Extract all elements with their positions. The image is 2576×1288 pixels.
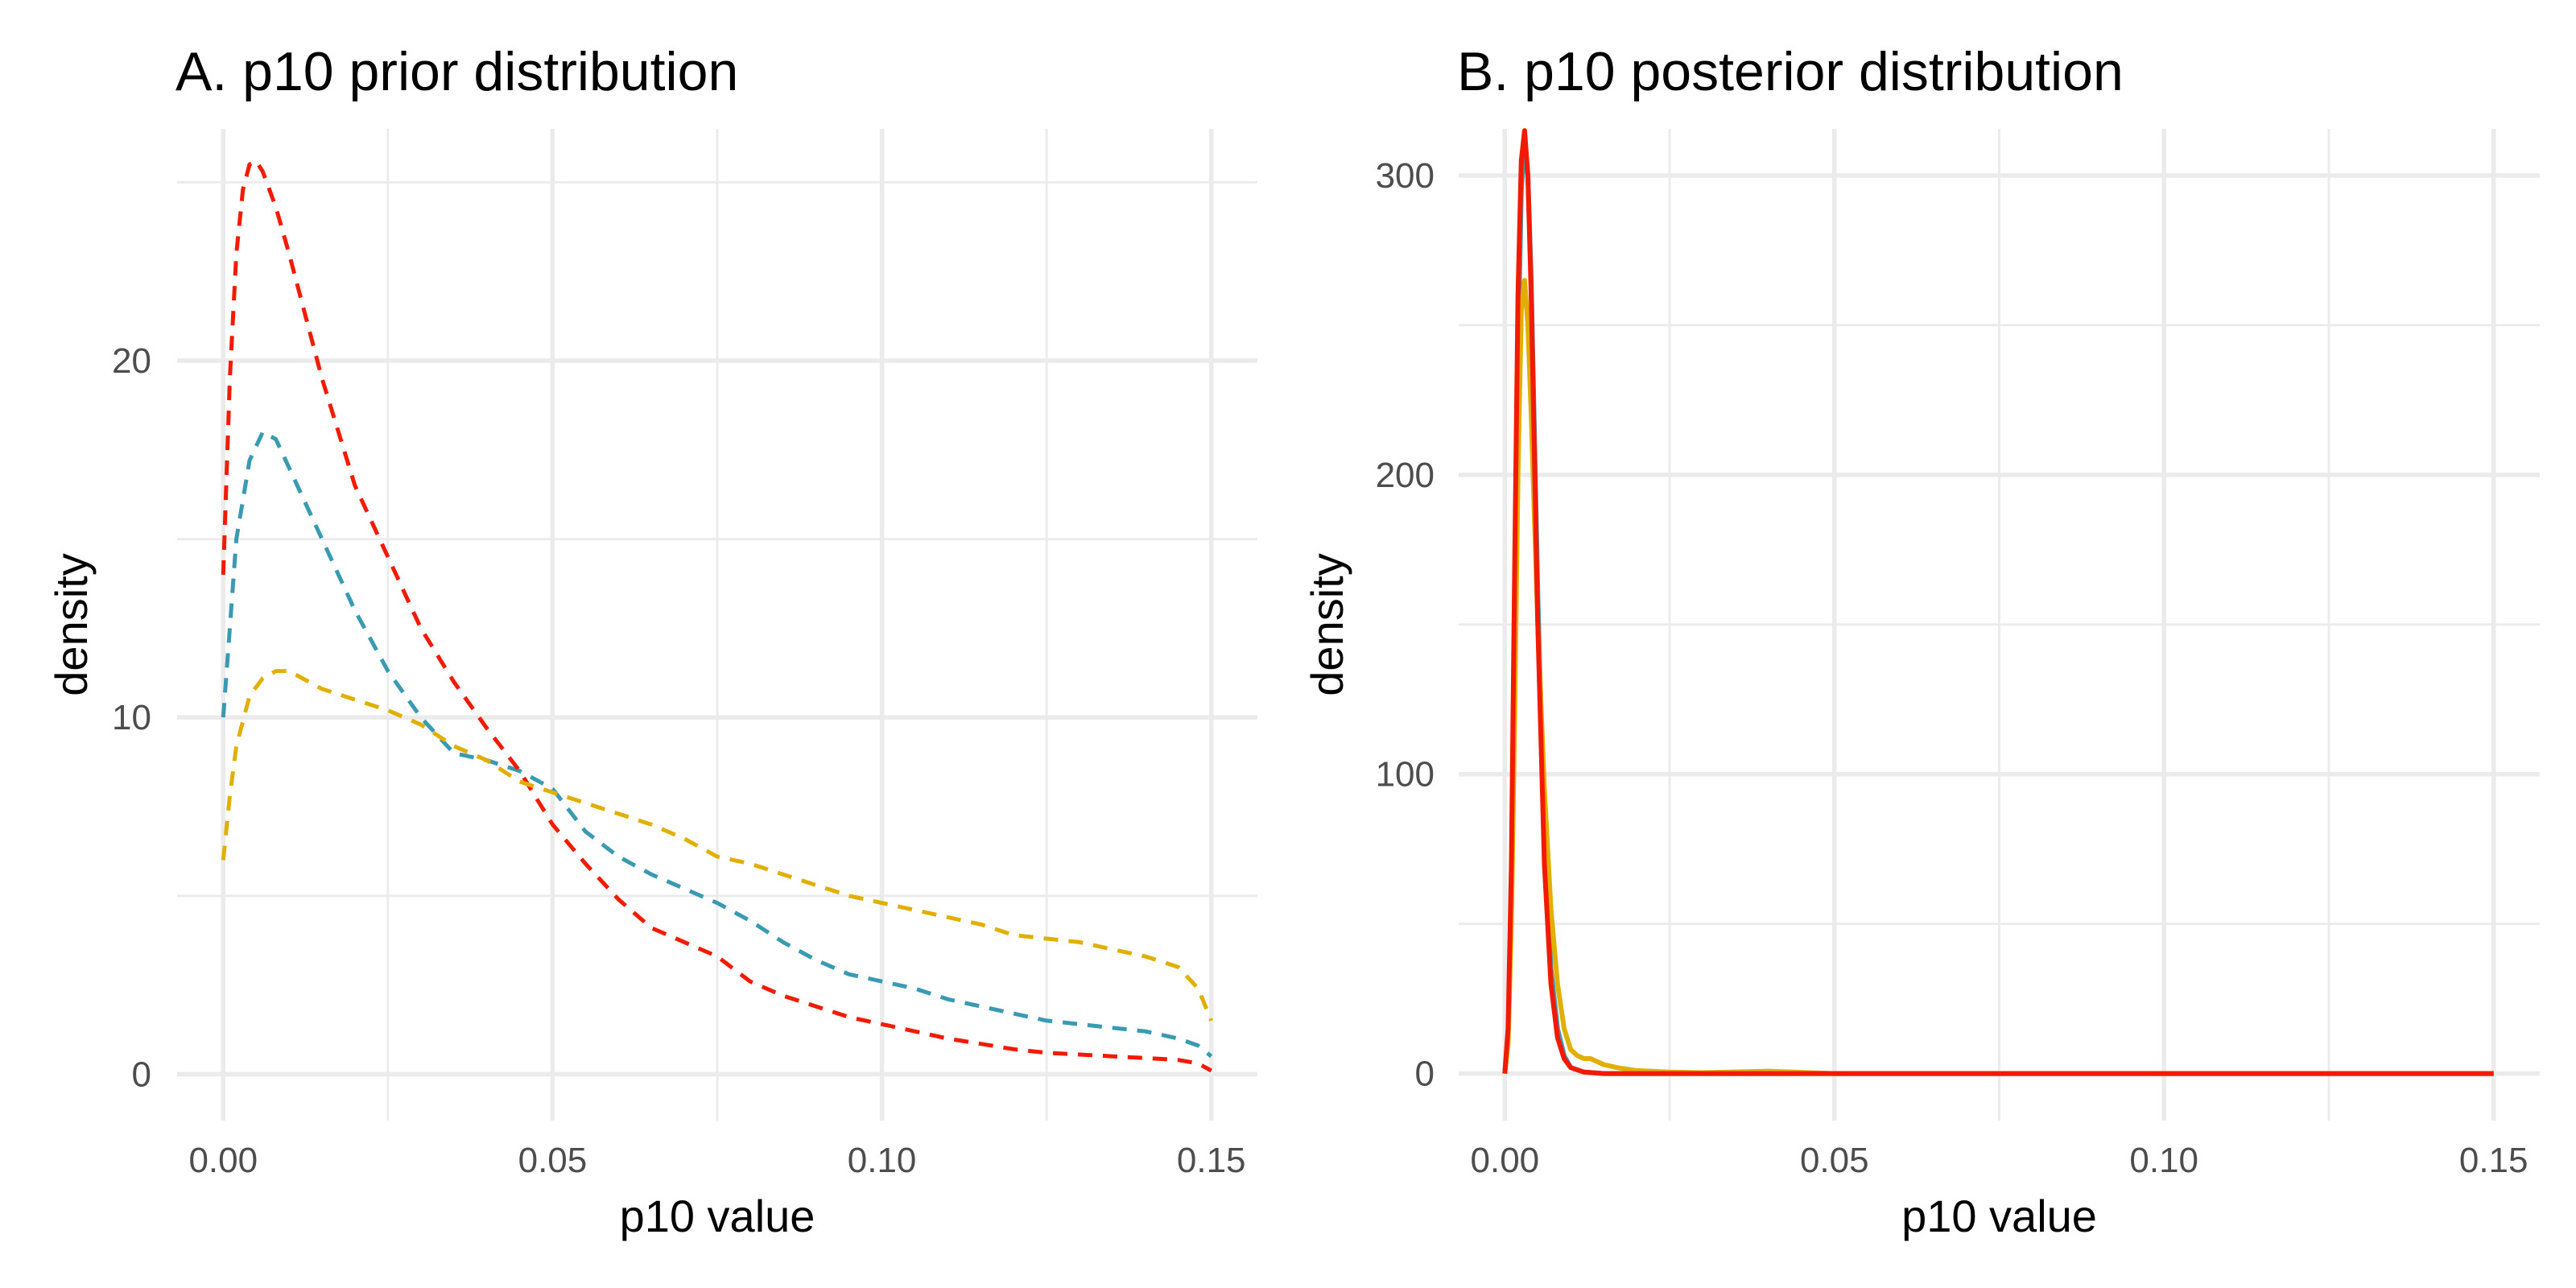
panel-a-x-tick-label: 0.10 <box>848 1141 917 1180</box>
panel-a-series-line-1 <box>221 430 1213 1059</box>
panel-a-title: A. p10 prior distribution <box>175 41 738 102</box>
panel-b-y-axis-title: density <box>1302 553 1352 696</box>
panel-b-x-tick-label: 0.15 <box>2459 1141 2529 1180</box>
panel-b-series-line-3 <box>1502 128 2494 1076</box>
panel-a-x-axis-title: p10 value <box>620 1191 815 1241</box>
panel-a-y-tick-label: 20 <box>112 341 151 381</box>
panel-a-series-line-3 <box>221 669 1214 1022</box>
panel-b-x-tick-label: 0.00 <box>1471 1141 1540 1180</box>
panel-b-y-tick-label: 300 <box>1376 156 1435 196</box>
panel-b-y-tick-label: 0 <box>1415 1055 1435 1094</box>
panel-b-x-tick-label: 0.05 <box>1800 1141 1869 1180</box>
panel-b-y-tick-label: 100 <box>1376 755 1435 795</box>
panel-a-y-tick-label: 0 <box>132 1055 151 1094</box>
panel-b-x-tick-label: 0.10 <box>2129 1141 2198 1180</box>
panel-a-x-tick-label: 0.05 <box>518 1141 588 1180</box>
panel-b-title: B. p10 posterior distribution <box>1457 41 2124 102</box>
panel-a-x-tick-label: 0.00 <box>188 1141 258 1180</box>
panel-b-y-tick-label: 200 <box>1376 456 1435 495</box>
panel-a-series-line-2 <box>221 159 1212 1073</box>
panel-a-y-tick-label: 10 <box>112 698 151 737</box>
panel-a-x-tick-label: 0.15 <box>1177 1141 1246 1180</box>
panel-b-x-axis-title: p10 value <box>1901 1191 2097 1241</box>
panel-a-y-axis-title: density <box>46 553 97 696</box>
